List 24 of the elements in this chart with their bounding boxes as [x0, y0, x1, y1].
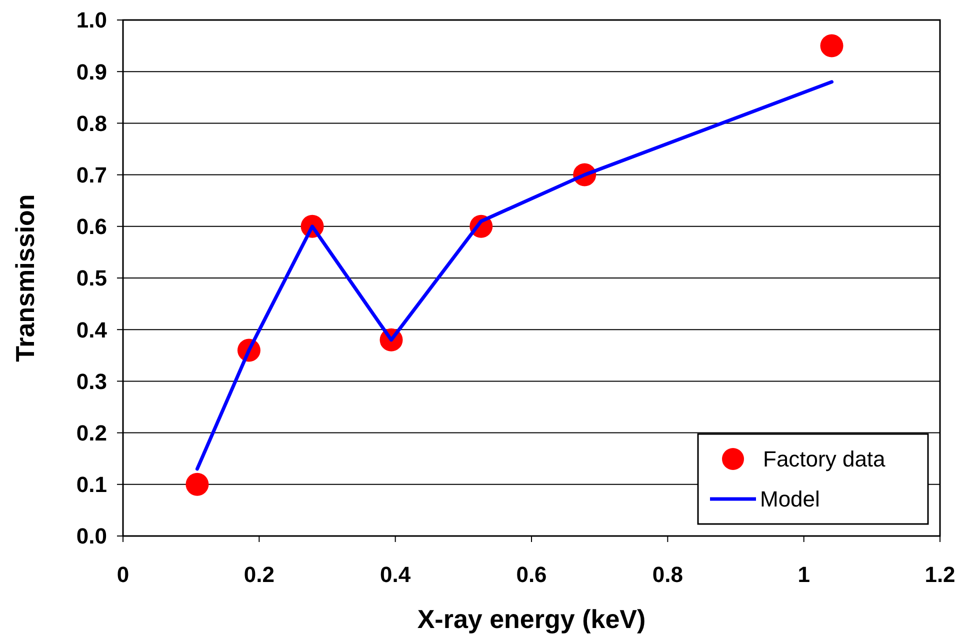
y-axis-title: Transmission: [10, 194, 40, 362]
x-tick-label: 0.2: [244, 562, 274, 587]
point: [186, 472, 209, 496]
x-tick-label: 0.6: [516, 562, 547, 587]
y-tick-label: 0.5: [76, 266, 107, 291]
x-tick-label: 1.2: [924, 562, 956, 587]
y-tick-label: 0.9: [76, 59, 107, 84]
y-tick-label: 0.7: [76, 162, 107, 188]
y-tick-label: 0.8: [76, 110, 107, 136]
x-tick-label: 0.4: [380, 562, 412, 587]
point: [820, 34, 844, 58]
x-tick-label: 0.8: [652, 562, 683, 587]
y-tick-label: 0.1: [76, 472, 107, 498]
y-tick-label: 0.0: [76, 524, 107, 549]
y-tick-label: 0.3: [76, 368, 107, 394]
x-tick-label: 1: [798, 562, 810, 587]
x-tick-label: 0: [116, 562, 130, 587]
x-axis-title: X-ray energy (keV): [417, 604, 646, 634]
y-tick-label: 0.4: [76, 317, 108, 342]
legend-label: Model: [760, 486, 820, 512]
y-tick-label: 0.6: [76, 214, 107, 240]
legend-label: Factory data: [763, 446, 886, 472]
y-tick-label: 0.2: [76, 420, 107, 446]
y-tick-label: 1.0: [76, 8, 107, 33]
